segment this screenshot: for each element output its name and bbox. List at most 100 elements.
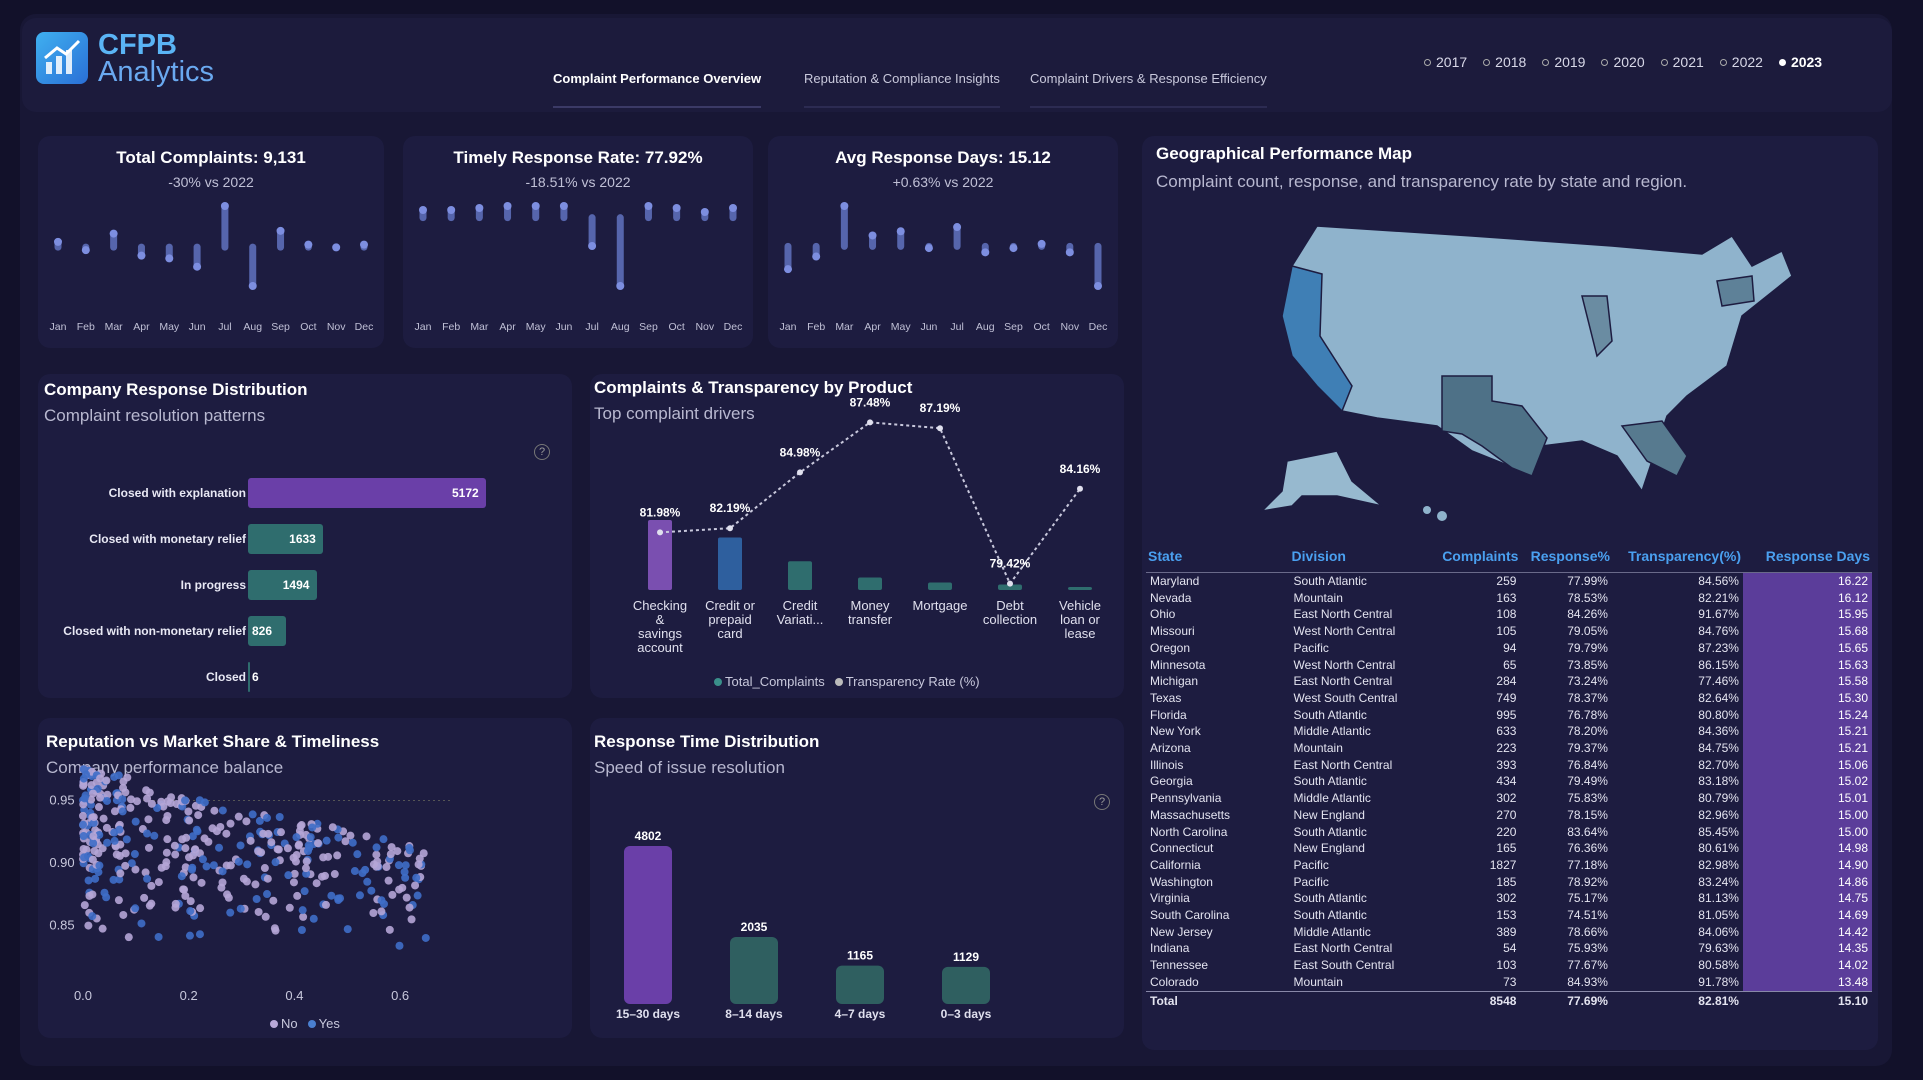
year-option-2017[interactable]: 2017 [1424,54,1467,70]
total-cell: 8548 [1428,990,1521,1012]
scatter-point-yes [263,813,272,822]
table-row[interactable]: New Jersey Middle Atlantic 389 78.66% 84.06%… [1146,923,1872,941]
col-header-complaints[interactable]: Complaints [1428,548,1521,573]
alaska-shape[interactable] [1259,450,1383,513]
scatter-point-no [246,836,255,845]
table-row[interactable]: Georgia South Atlantic 434 79.49% 83.18% 15.0… [1146,773,1872,791]
month-tick-label: Feb [442,321,460,333]
table-row[interactable]: South Carolina South Atlantic 153 74.51% 81.… [1146,907,1872,924]
scatter-point-no [121,861,130,870]
scatter-point-no [289,853,298,862]
year-option-2019[interactable]: 2019 [1542,54,1585,70]
state-cell: Virginia [1150,891,1190,906]
scatter-point-no [127,795,136,804]
year-option-2020[interactable]: 2020 [1601,54,1645,70]
spark-point [981,248,990,257]
table-row[interactable]: Arizona Mountain 223 79.37% 84.75% 15.21 [1146,740,1872,757]
year-option-2018[interactable]: 2018 [1483,54,1526,70]
table-row[interactable]: Maryland South Atlantic 259 77.99% 84.56% 16.… [1146,572,1872,590]
table-row[interactable]: Oregon Pacific 94 79.79% 87.23% 15.65 [1146,639,1872,657]
month-tick-label: Jun [920,321,937,333]
tab-complaint-drivers[interactable]: Complaint Drivers & Response Efficiency [1030,71,1267,108]
product-category-label: Credit or [705,598,756,613]
response-bar[interactable] [248,616,286,646]
year-option-2022[interactable]: 2022 [1719,54,1763,70]
month-tick-label: Aug [976,321,995,333]
texas-shape[interactable] [1441,375,1548,477]
year-option-2023[interactable]: 2023 [1778,54,1822,70]
col-header-response-days[interactable]: Response Days [1742,548,1872,573]
table-row[interactable]: Indiana East North Central 54 75.93% 79.63% 1… [1146,940,1872,958]
complaints-cell: 54 [1503,941,1517,956]
transparency-cell: 84.76% [1698,624,1739,639]
spark-point [81,246,90,255]
scatter-point-no [395,885,404,894]
month-tick-label: Mar [835,321,854,333]
hawaii-shape[interactable] [1423,506,1431,514]
legend-no[interactable]: No [270,1016,298,1031]
table-row[interactable]: North Carolina South Atlantic 220 83.64% 85.… [1146,823,1872,841]
scatter-point-yes [110,836,119,845]
legend-total-complaints[interactable]: Total_Complaints [714,674,825,689]
table-row[interactable]: Virginia South Atlantic 302 75.17% 81.13% 14.… [1146,890,1872,908]
scatter-point-no [157,863,166,872]
scatter-point-no [194,811,203,820]
table-row[interactable]: Florida South Atlantic 995 76.78% 80.80% 15.2… [1146,706,1872,724]
response-bar[interactable] [248,524,324,554]
month-tick-label: Sep [271,321,290,333]
col-header-response[interactable]: Response% [1520,548,1612,573]
year-option-2021[interactable]: 2021 [1660,54,1704,70]
state-cell: Michigan [1150,674,1199,689]
col-header-division[interactable]: Division [1289,548,1429,573]
legend-dot-icon [307,1020,316,1028]
table-row[interactable]: Minnesota West North Central 65 73.85% 86.15… [1146,656,1872,674]
us-map[interactable] [1142,206,1878,536]
table-row[interactable]: Texas West South Central 749 78.37% 82.64% 15… [1146,689,1872,707]
help-icon[interactable]: ? [1094,794,1110,810]
response-bar-value: 6 [252,670,259,684]
illinois-shape[interactable] [1581,295,1613,358]
scatter-point-no [171,903,180,912]
scatter-point-no [121,849,130,858]
col-header-state[interactable]: State [1146,548,1290,573]
table-row[interactable]: California Pacific 1827 77.18% 82.98% 14.90 [1146,856,1872,874]
new-york-shape[interactable] [1716,275,1755,307]
response-cell: 78.66% [1567,924,1608,939]
scatter-legend: No Yes [270,1016,340,1031]
table-row[interactable]: Pennsylvania Middle Atlantic 302 75.83% 80.7… [1146,790,1872,807]
complaints-cell: 103 [1496,958,1517,973]
florida-shape[interactable] [1620,420,1688,478]
table-row[interactable]: Illinois East North Central 393 76.84% 82.70… [1146,756,1872,774]
response-bar[interactable] [248,570,317,600]
scatter-point-no [302,857,311,866]
month-tick-label: Feb [807,321,825,333]
spark-point [447,206,456,214]
col-header-transparency[interactable]: Transparency(%) [1611,548,1743,573]
month-tick-label: Aug [611,321,630,333]
month-tick-label: Jun [555,321,572,333]
table-row[interactable]: Colorado Mountain 73 84.93% 91.78% 13.48 [1146,973,1872,992]
response-bar[interactable] [248,662,250,692]
division-cell: Mountain [1293,974,1343,989]
hawaii-shape[interactable] [1437,511,1447,521]
legend-yes[interactable]: Yes [307,1016,340,1031]
table-row[interactable]: New York Middle Atlantic 633 78.20% 84.36% 15… [1146,723,1872,741]
state-cell: Connecticut [1150,841,1214,856]
response-bar[interactable] [248,478,486,508]
table-row[interactable]: Connecticut New England 165 76.36% 80.61% 14.… [1146,840,1872,857]
tab-complaint-performance-overview[interactable]: Complaint Performance Overview [553,71,762,108]
table-row[interactable]: Nevada Mountain 163 78.53% 82.21% 16.12 [1146,589,1872,607]
help-icon[interactable]: ? [534,444,550,460]
table-row[interactable]: Michigan East North Central 284 73.24% 77.46… [1146,673,1872,690]
legend-transparency-rate[interactable]: Transparency Rate (%) [834,674,980,689]
table-row[interactable]: Ohio East North Central 108 84.26% 91.67% 15.… [1146,606,1872,624]
california-shape[interactable] [1281,265,1353,413]
response-time-value: 1165 [847,949,873,963]
division-cell: Middle Atlantic [1293,924,1371,939]
table-row[interactable]: Missouri West North Central 105 79.05% 84.76… [1146,623,1872,640]
scatter-point-no [145,788,154,797]
table-row[interactable]: Tennessee East South Central 103 77.67% 80.5… [1146,957,1872,974]
table-row[interactable]: Washington Pacific 185 78.92% 83.24% 14.86 [1146,873,1872,891]
tab-reputation-compliance[interactable]: Reputation & Compliance Insights [804,71,1000,108]
table-row[interactable]: Massachusetts New England 270 78.15% 82.96% 1… [1146,806,1872,824]
